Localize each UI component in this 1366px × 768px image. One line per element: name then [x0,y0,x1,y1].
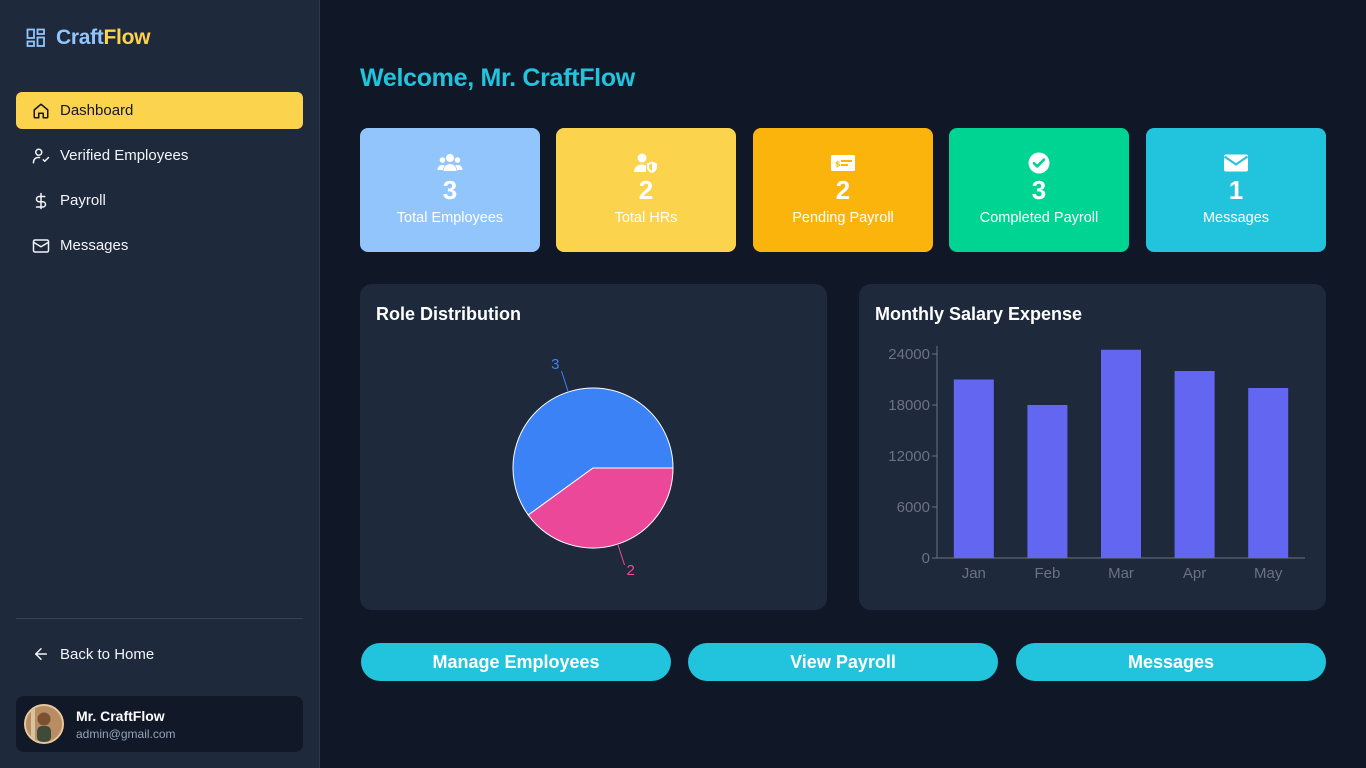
sidebar-item-dashboard[interactable]: Dashboard [16,92,303,129]
stat-value: 3 [1031,175,1047,205]
page-title: Welcome, Mr. CraftFlow [360,64,635,92]
monthly-salary-bar-chart: 0 6000 12000 18000 24000 Jan Feb Mar Apr May [888,346,1305,582]
x-tick-label: Feb [1034,565,1060,582]
y-tick-label: 12000 [888,448,930,465]
dashboard-grid-icon [26,28,45,47]
stat-label: Total HRs [614,210,678,226]
sidebar-item-label: Verified Employees [60,147,189,164]
pie-data-label: 3 [551,356,559,373]
bar[interactable] [1174,371,1215,558]
x-tick-label: May [1254,565,1283,582]
messages-button[interactable]: Messages [1016,643,1326,681]
role-chart-title: Role Distribution [376,304,521,324]
user-check-icon [32,148,50,163]
money-check-icon: $ [831,155,855,171]
y-tick-label: 18000 [888,397,930,414]
x-tick-label: Mar [1108,565,1134,582]
stat-card-total-employees[interactable]: 3 Total Employees [360,128,540,252]
stat-value: 1 [1228,175,1244,205]
pie-slice[interactable] [527,467,674,549]
app-name: CraftFlow [56,26,151,49]
bar[interactable] [1027,405,1068,558]
sidebar-divider [16,618,303,619]
y-tick-label: 24000 [888,346,930,363]
pie-slice[interactable] [512,387,674,516]
arrow-left-icon [35,648,47,660]
monthly-salary-panel: Monthly Salary Expense 0 6000 12000 18000 24… [859,284,1326,610]
sidebar-item-label: Payroll [60,192,106,209]
bar[interactable] [1248,388,1289,558]
manage-employees-button[interactable]: Manage Employees [361,643,671,681]
pie-label-line [617,543,625,566]
pie-label-line [561,370,569,393]
dollar-icon [35,192,47,209]
sidebar-item-messages[interactable]: Messages [16,227,303,264]
x-tick-label: Apr [1183,565,1206,582]
stat-label: Messages [1202,210,1270,226]
bar[interactable] [1101,349,1141,558]
stat-value: 3 [442,175,458,205]
stat-card-messages[interactable]: 1 Messages [1146,128,1326,252]
mail-icon [32,238,50,253]
sidebar-item-label: Dashboard [60,102,134,119]
stat-card-pending-payroll[interactable]: $ 2 Pending Payroll [753,128,933,252]
user-name: Mr. CraftFlow [76,707,165,724]
role-distribution-pie-chart: 32 [512,356,674,579]
bar[interactable] [953,379,994,559]
view-payroll-button[interactable]: View Payroll [688,643,998,681]
sidebar-item-label: Messages [60,237,129,254]
salary-chart-title: Monthly Salary Expense [875,304,1083,324]
back-to-home-label: Back to Home [60,645,155,663]
avatar [24,704,64,744]
stat-label: Total Employees [396,210,504,226]
stat-value: 2 [835,175,851,205]
user-shield-icon [634,153,657,173]
stat-card-total-hrs[interactable]: 2 Total HRs [556,128,736,252]
back-to-home-link[interactable]: Back to Home [16,636,303,672]
logo[interactable]: CraftFlow [26,26,150,50]
stat-label: Completed Payroll [979,210,1099,226]
envelope-icon [1223,154,1249,172]
x-tick-label: Jan [962,565,986,582]
svg-text:$: $ [835,160,841,169]
stat-label: Pending Payroll [792,210,894,226]
pie-data-label: 2 [627,562,635,579]
y-tick-label: 6000 [897,499,930,516]
stat-value: 2 [638,175,654,205]
sidebar-nav: Dashboard Verified Employees Payroll Mes… [16,92,303,272]
home-icon [33,103,49,118]
user-email: admin@gmail.com [76,726,176,741]
sidebar-item-verified-employees[interactable]: Verified Employees [16,137,303,174]
stat-card-completed-payroll[interactable]: 3 Completed Payroll [949,128,1129,252]
check-circle-icon [1028,152,1050,174]
y-tick-label: 0 [922,550,930,567]
sidebar-item-payroll[interactable]: Payroll [16,182,303,219]
sidebar: CraftFlow Dashboard Verified Employees P… [0,0,320,768]
user-profile-card[interactable]: Mr. CraftFlow admin@gmail.com [16,696,303,752]
users-icon [437,154,463,171]
